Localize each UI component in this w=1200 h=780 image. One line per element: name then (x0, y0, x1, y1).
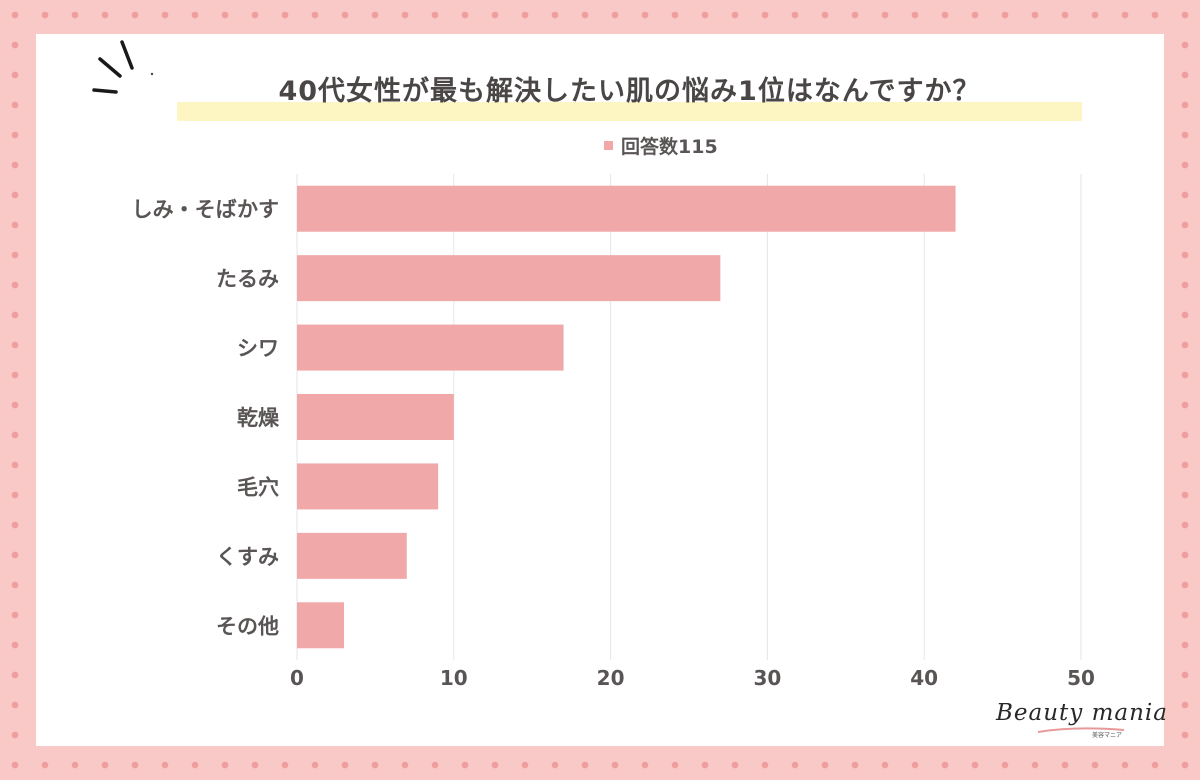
x-tick-label: 50 (1067, 666, 1095, 690)
category-label: 毛穴 (237, 475, 279, 499)
logo-text: Beauty mania (996, 700, 1168, 726)
legend: 回答数115 (604, 132, 718, 158)
x-tick-label: 30 (753, 666, 781, 690)
category-label: しみ・そばかす (132, 198, 279, 222)
x-tick-label: 0 (290, 666, 304, 690)
legend-swatch (604, 140, 613, 150)
title-highlight (177, 102, 1082, 121)
x-tick-label: 40 (910, 666, 938, 690)
legend-label: 回答数115 (621, 135, 718, 158)
category-label: くすみ (216, 545, 279, 569)
x-tick-label: 10 (440, 666, 468, 690)
bar (297, 394, 454, 440)
logo-subtext: 美容マニア (1092, 732, 1123, 739)
chart-card: 40代女性が最も解決したい肌の悩み1位はなんですか？ 回答数115 しみ・そばか… (36, 34, 1168, 746)
brand-logo: Beauty mania 美容マニア (996, 700, 1168, 744)
bar (297, 602, 345, 649)
logo-swoosh-icon (1037, 727, 1125, 733)
bar (297, 324, 564, 371)
category-label: たるみ (216, 267, 279, 291)
bar (297, 532, 407, 579)
chart-title: 40代女性が最も解決したい肌の悩み1位はなんですか？ (278, 76, 981, 107)
category-label: シワ (237, 337, 279, 361)
bar (297, 185, 956, 232)
x-tick-label: 20 (597, 666, 625, 690)
category-label: 乾燥 (237, 406, 280, 430)
bar (297, 255, 721, 302)
accent-lines-icon (92, 40, 154, 94)
category-label: その他 (216, 614, 279, 638)
bar (297, 463, 439, 510)
